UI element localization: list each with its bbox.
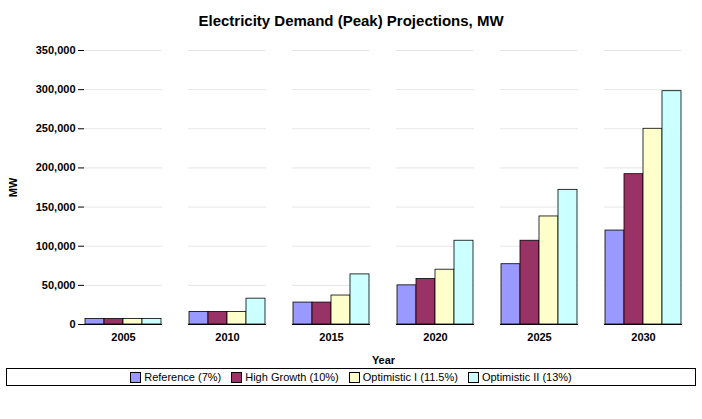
svg-text:2015: 2015 <box>319 331 343 343</box>
svg-text:MW: MW <box>7 177 19 197</box>
svg-text:0: 0 <box>69 318 75 330</box>
svg-text:2025: 2025 <box>527 331 551 343</box>
html-text:Electricity Demand (Peak) Proj: Electricity Demand (Peak) Projections, M… <box>198 12 504 29</box>
svg-text:300,000: 300,000 <box>36 83 76 95</box>
svg-text:50,000: 50,000 <box>42 279 76 291</box>
svg-text:2030: 2030 <box>631 331 655 343</box>
svg-text:2020: 2020 <box>423 331 447 343</box>
html-text:Optimistic II (13%): Optimistic II (13%) <box>481 371 572 383</box>
svg-text:350,000: 350,000 <box>36 44 76 56</box>
html-text:High Growth (10%): High Growth (10%) <box>245 371 339 383</box>
html-text:Optimistic I (11.5%): Optimistic I (11.5%) <box>362 371 458 383</box>
svg-text:2005: 2005 <box>111 331 135 343</box>
svg-text:Year: Year <box>372 354 396 366</box>
html-text:Reference (7%): Reference (7%) <box>144 371 222 383</box>
svg-text:100,000: 100,000 <box>36 240 76 252</box>
svg-text:2010: 2010 <box>215 331 239 343</box>
svg-text:250,000: 250,000 <box>36 122 76 134</box>
svg-text:150,000: 150,000 <box>36 201 76 213</box>
svg-text:200,000: 200,000 <box>36 161 76 173</box>
